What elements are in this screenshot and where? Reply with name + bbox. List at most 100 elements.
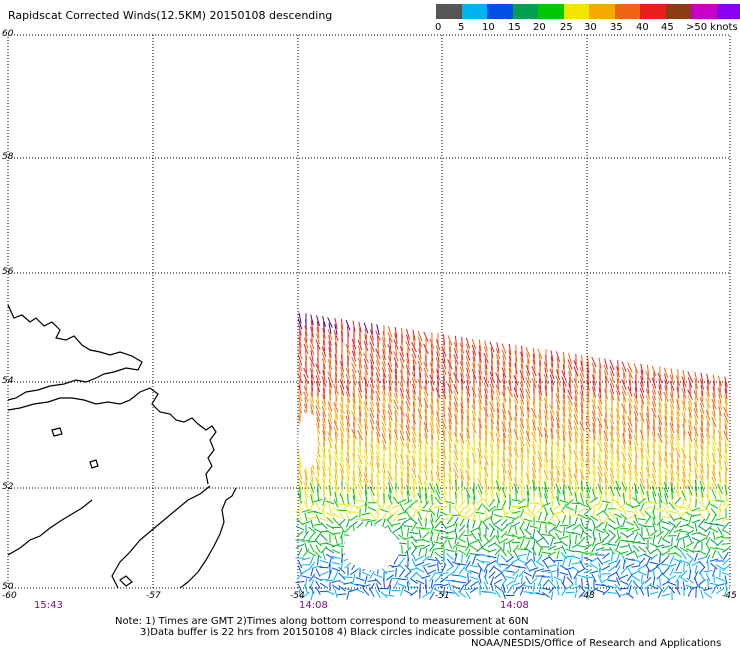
wind-vector	[429, 585, 435, 595]
wind-vector	[712, 374, 716, 386]
wind-vector	[615, 426, 621, 438]
wind-vector	[591, 537, 597, 547]
wind-vector	[508, 476, 512, 487]
wind-vector	[340, 559, 344, 569]
wind-vector	[369, 341, 375, 353]
wind-vector	[604, 406, 608, 418]
wind-vector	[664, 433, 668, 445]
wind-vector	[465, 385, 471, 397]
wind-vector	[704, 525, 712, 533]
wind-vector	[652, 576, 656, 586]
wind-vector	[421, 509, 431, 512]
wind-vector	[573, 420, 579, 431]
wind-vector	[527, 466, 529, 478]
wind-vector	[544, 391, 548, 403]
wind-vector	[381, 439, 387, 450]
wind-vector	[525, 376, 531, 388]
wind-vector	[509, 373, 511, 386]
wind-vector	[721, 572, 731, 576]
wind-vector	[339, 379, 345, 390]
wind-vector	[537, 384, 543, 396]
wind-vector	[386, 519, 394, 528]
wind-vector	[705, 554, 711, 564]
wind-vector	[499, 537, 509, 544]
wind-vector	[310, 519, 314, 529]
wind-vector	[340, 444, 344, 456]
wind-vector	[297, 318, 303, 330]
wind-vector	[309, 356, 315, 368]
wind-vector	[338, 572, 346, 580]
wind-vector	[345, 385, 351, 397]
wind-vector	[616, 372, 620, 384]
wind-vector	[364, 460, 368, 472]
wind-vector	[541, 551, 551, 555]
wind-vector	[577, 507, 587, 513]
wind-vector	[495, 486, 501, 497]
wind-vector	[411, 437, 417, 449]
wind-vector	[452, 589, 460, 597]
wind-vector	[597, 574, 603, 584]
wind-vector	[355, 588, 365, 594]
wind-vector	[627, 579, 633, 588]
wind-vector	[334, 389, 338, 401]
wind-vector	[709, 527, 719, 533]
wind-vector	[622, 433, 626, 445]
wind-vector	[501, 500, 507, 509]
wind-vector	[297, 348, 303, 360]
wind-vector	[357, 453, 363, 465]
wind-vector	[625, 515, 635, 520]
wind-vector	[507, 434, 513, 445]
wind-vector	[399, 430, 405, 441]
wind-vector	[484, 472, 488, 484]
wind-vector	[508, 482, 512, 493]
wind-vector	[340, 396, 344, 408]
wind-vector	[471, 452, 477, 464]
wind-vector	[411, 552, 417, 562]
wind-vector	[381, 512, 387, 521]
wind-vector	[675, 489, 681, 500]
wind-vector	[501, 487, 507, 498]
wind-vector	[464, 543, 472, 552]
wind-vector	[561, 370, 567, 381]
wind-vector	[537, 348, 543, 360]
wind-vector	[298, 480, 302, 492]
wind-vector	[500, 519, 508, 527]
wind-vector	[695, 419, 697, 431]
wind-vector	[711, 398, 717, 410]
wind-vector	[296, 572, 304, 580]
wind-vector	[471, 446, 477, 458]
wind-vector	[469, 587, 479, 594]
wind-vector	[428, 573, 436, 582]
wind-vector	[517, 505, 527, 510]
wind-vector	[549, 410, 555, 422]
wind-vector	[693, 577, 699, 586]
wind-vector	[645, 388, 651, 400]
wind-vector	[319, 582, 329, 589]
wind-vector	[577, 501, 587, 507]
wind-vector	[453, 456, 459, 467]
wind-vector	[423, 385, 429, 397]
wind-vector	[592, 464, 596, 476]
wind-vector	[303, 487, 309, 499]
wind-vector	[619, 550, 629, 555]
wind-vector	[525, 436, 531, 448]
wind-vector	[662, 585, 670, 593]
wind-vector	[418, 438, 422, 450]
wind-vector	[573, 474, 579, 485]
wind-vector	[400, 453, 404, 465]
wind-vector	[523, 571, 533, 577]
wind-vector	[358, 441, 362, 453]
wind-vector	[657, 535, 663, 545]
legend-label-35: 35	[610, 22, 623, 33]
wind-vector	[712, 464, 716, 476]
wind-vector	[566, 499, 574, 506]
wind-vector	[550, 428, 554, 440]
wind-vector	[610, 443, 614, 455]
wind-vector	[364, 406, 368, 418]
wind-vector	[556, 381, 560, 393]
wind-vector	[724, 376, 728, 388]
wind-vector	[319, 530, 329, 533]
wind-vector	[496, 444, 500, 456]
wind-vector	[484, 394, 488, 406]
wind-vector	[525, 430, 531, 442]
